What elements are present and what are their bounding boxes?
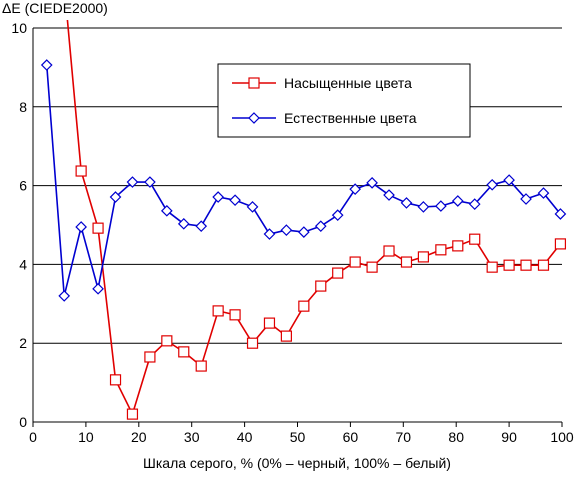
marker [503,174,515,186]
x-tick-label: 20 [131,429,147,445]
marker [383,189,395,201]
marker [349,183,362,195]
plot-area [40,20,567,420]
marker [126,408,139,420]
x-axis-label: Шкала серого, % (0% – черный, 100% – бел… [143,455,451,471]
y-tick-label: 4 [19,256,27,272]
marker [144,351,156,363]
marker [486,261,498,273]
marker [315,280,327,292]
marker [314,220,327,233]
x-tick-label: 90 [501,429,517,445]
marker [177,217,190,230]
marker [554,208,567,220]
marker [248,112,260,124]
marker [468,198,481,210]
x-tick-label: 100 [550,429,574,445]
marker [161,335,173,347]
marker [40,59,53,71]
y-tick-label: 0 [19,414,27,430]
x-tick-label: 0 [29,429,37,445]
x-tick-label: 50 [290,429,306,445]
marker [144,176,156,188]
x-tick-label: 30 [184,429,200,445]
marker [520,259,532,271]
marker [331,209,344,221]
marker [366,176,378,189]
marker [248,77,260,89]
marker [229,194,241,207]
marker [520,193,532,205]
marker [435,244,447,256]
marker [435,200,447,212]
marker [349,256,361,268]
x-tick-label: 70 [396,429,412,445]
x-tick-label: 40 [237,429,253,445]
marker [332,267,344,279]
marker [537,187,550,199]
marker [298,300,310,312]
marker [280,330,292,342]
y-tick-label: 8 [19,99,27,115]
marker [400,256,413,268]
marker [417,201,430,213]
legend-box [217,63,471,138]
marker [126,176,139,188]
marker [469,233,481,245]
marker [503,259,515,271]
marker [263,228,276,240]
marker [246,201,259,213]
series-line [66,20,562,417]
marker [451,195,464,207]
marker [160,204,173,217]
x-tick-label: 10 [78,429,94,445]
marker [75,165,87,177]
y-tick-label: 6 [19,178,27,194]
x-tick-label: 60 [343,429,359,445]
marker [400,197,413,209]
marker [417,251,430,263]
marker [452,240,464,252]
marker [58,290,71,302]
marker [109,191,122,203]
marker [75,221,87,233]
marker [109,374,122,386]
marker [383,245,395,257]
marker [263,317,276,329]
marker [178,346,190,358]
y-axis-label: ΔE (CIEDE2000) [2,0,108,16]
marker [92,222,104,234]
legend-label: Насыщенные цвета [284,75,412,91]
marker [280,224,293,236]
marker [195,220,208,233]
marker [246,337,259,349]
x-tick-label: 80 [448,429,464,445]
y-tick-label: 10 [11,20,27,36]
marker [297,226,310,238]
marker [229,309,241,321]
marker [486,178,499,191]
marker [195,360,207,372]
marker [366,261,378,273]
marker [212,191,224,203]
marker [537,259,550,271]
y-tick-label: 2 [19,335,27,351]
marker [212,305,224,317]
marker [554,238,567,250]
marker [92,282,104,295]
legend-label: Естественные цвета [284,110,417,126]
